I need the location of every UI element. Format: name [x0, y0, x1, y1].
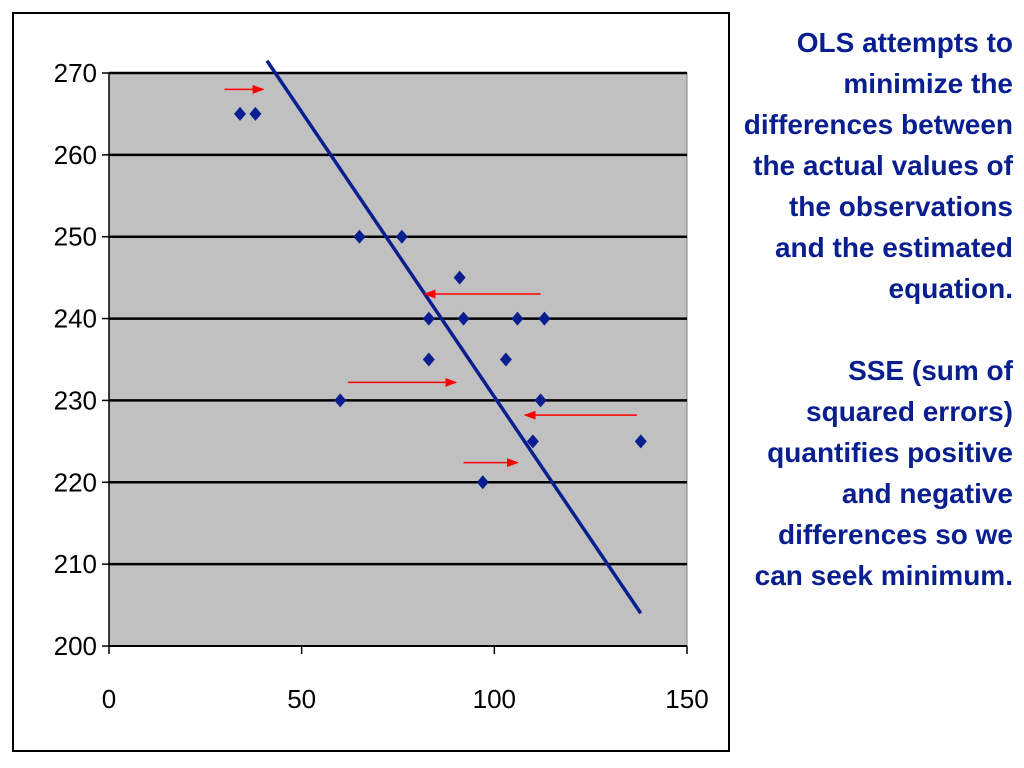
scatter-chart: 200 210 220 230 240 250 260 270 0 50 100 150 [54, 58, 709, 714]
data-point [534, 393, 547, 408]
data-point [422, 352, 435, 367]
y-tick-label: 200 [54, 631, 97, 661]
data-point [453, 270, 466, 285]
data-point [234, 106, 247, 121]
data-point [538, 311, 551, 326]
regression-line [265, 59, 643, 615]
sse-explanation-text: SSE (sum of squared errors) quantifies p… [754, 355, 1013, 591]
x-tick-label: 50 [287, 684, 316, 714]
data-point [395, 229, 408, 244]
y-tick-label: 270 [54, 58, 97, 88]
x-tick-label: 100 [473, 684, 516, 714]
data-point [457, 311, 470, 326]
chart-frame: 200 210 220 230 240 250 260 270 0 50 100 150 [12, 12, 730, 752]
y-tick-label: 260 [54, 140, 97, 170]
y-tick-label: 230 [54, 385, 97, 415]
ols-explanation-text: OLS attempts to minimize the differences… [743, 27, 1013, 304]
data-point [422, 311, 435, 326]
data-point [476, 475, 489, 490]
data-point [511, 311, 524, 326]
plot-area [108, 72, 688, 647]
data-point [249, 106, 262, 121]
x-tick-label: 0 [102, 684, 116, 714]
y-tick-label: 220 [54, 467, 97, 497]
y-tick-label: 240 [54, 304, 97, 334]
y-tick-label: 250 [54, 222, 97, 252]
y-tick-label: 210 [54, 549, 97, 579]
data-point [353, 229, 366, 244]
data-point [499, 352, 512, 367]
data-point [634, 434, 647, 449]
explanation-panel: OLS attempts to minimize the differences… [738, 22, 1013, 596]
x-tick-label: 150 [665, 684, 708, 714]
data-point [334, 393, 347, 408]
data-point [526, 434, 539, 449]
